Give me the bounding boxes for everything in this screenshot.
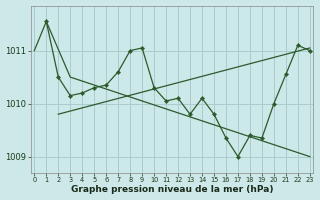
X-axis label: Graphe pression niveau de la mer (hPa): Graphe pression niveau de la mer (hPa): [71, 185, 273, 194]
